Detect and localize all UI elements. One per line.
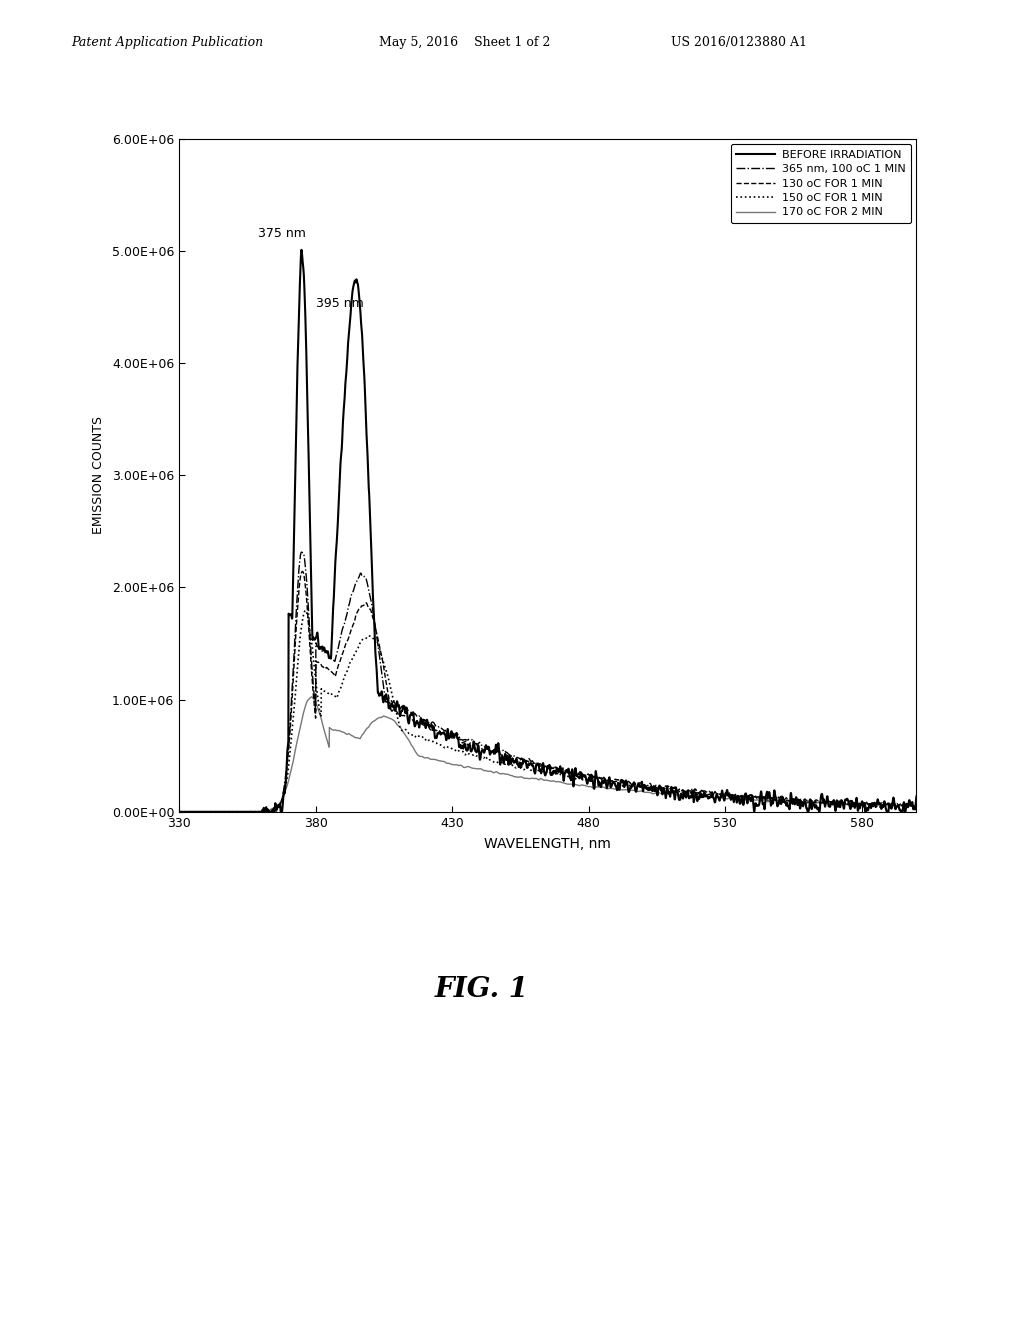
X-axis label: WAVELENGTH, nm: WAVELENGTH, nm (484, 837, 611, 850)
Text: Patent Application Publication: Patent Application Publication (72, 36, 264, 49)
Text: 375 nm: 375 nm (258, 227, 306, 240)
Y-axis label: EMISSION COUNTS: EMISSION COUNTS (92, 416, 104, 535)
Legend: BEFORE IRRADIATION, 365 nm, 100 oC 1 MIN, 130 oC FOR 1 MIN, 150 oC FOR 1 MIN, 17: BEFORE IRRADIATION, 365 nm, 100 oC 1 MIN… (730, 144, 911, 223)
Text: May 5, 2016    Sheet 1 of 2: May 5, 2016 Sheet 1 of 2 (379, 36, 550, 49)
Text: 395 nm: 395 nm (315, 297, 364, 310)
Text: FIG. 1: FIG. 1 (434, 975, 528, 1003)
Text: US 2016/0123880 A1: US 2016/0123880 A1 (671, 36, 807, 49)
